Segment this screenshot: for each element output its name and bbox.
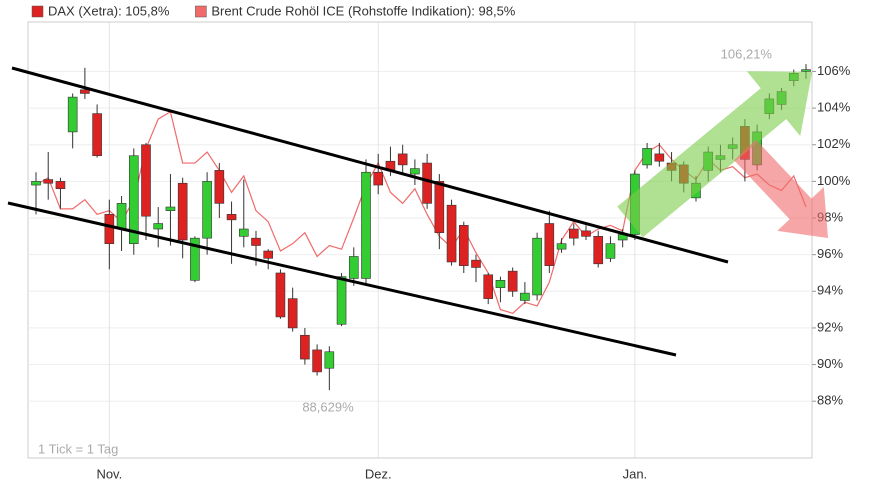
y-tick-label: 102% xyxy=(817,136,851,151)
candle-body xyxy=(605,243,616,259)
candle-body xyxy=(410,168,420,175)
candle-body xyxy=(801,69,811,72)
candle-body xyxy=(422,162,432,204)
trend-line xyxy=(7,201,677,357)
legend-label: Brent Crude Rohöl ICE (Rohstoffe Indikat… xyxy=(211,3,515,18)
legend-label: DAX (Xetra): 105,8% xyxy=(48,3,170,18)
candle-body xyxy=(226,214,237,221)
candle-body xyxy=(92,113,102,157)
x-tick-label: Jan. xyxy=(623,466,648,481)
y-tick-label: 100% xyxy=(817,173,851,188)
candle-body xyxy=(190,237,200,281)
legend-swatch xyxy=(195,5,207,18)
candle-body xyxy=(275,272,286,318)
candle-body xyxy=(300,334,310,360)
up-arrow xyxy=(617,71,813,238)
x-tick-label: Dez. xyxy=(365,466,392,481)
y-tick-label: 94% xyxy=(817,283,843,298)
candle-body xyxy=(348,256,359,279)
candle-body xyxy=(80,89,90,94)
candle-body xyxy=(31,181,41,186)
y-tick-label: 88% xyxy=(817,393,843,408)
candle-body xyxy=(104,214,115,244)
y-tick-label: 104% xyxy=(817,100,851,115)
candle-body xyxy=(128,155,139,244)
legend-swatch xyxy=(31,5,44,18)
candle-body xyxy=(263,250,274,259)
candle-body xyxy=(55,181,66,190)
down-arrow xyxy=(734,139,828,239)
candle-body xyxy=(312,349,322,373)
candle-body xyxy=(67,96,78,133)
candle-body xyxy=(642,148,652,166)
annotation: 88,629% xyxy=(302,399,354,414)
y-tick-label: 96% xyxy=(817,246,843,261)
candle-body xyxy=(520,292,530,301)
candle-body xyxy=(471,259,481,268)
candle-body xyxy=(116,203,127,230)
candle-body xyxy=(483,274,494,299)
candle-body xyxy=(397,153,408,166)
candle-body xyxy=(581,230,591,237)
x-tick-label: Nov. xyxy=(96,466,122,481)
candle-body xyxy=(593,236,604,265)
candle-body xyxy=(532,237,542,296)
candle-body xyxy=(177,182,188,241)
candle-body xyxy=(373,171,384,186)
candle-body xyxy=(141,144,151,217)
candle-body xyxy=(251,237,261,246)
candle-body xyxy=(507,270,518,292)
candle-body xyxy=(43,179,54,184)
candle-body xyxy=(324,351,335,369)
candle-body xyxy=(238,228,249,237)
candle-body xyxy=(361,171,371,279)
annotation: 1 Tick = 1 Tag xyxy=(38,441,118,456)
trend-line xyxy=(11,66,729,264)
y-tick-label: 92% xyxy=(817,319,843,334)
candle-body xyxy=(214,170,225,204)
candle-body xyxy=(202,181,212,239)
candle-body xyxy=(556,243,567,250)
y-tick-label: 106% xyxy=(817,63,851,78)
candle-body xyxy=(287,298,298,329)
candle-body xyxy=(446,204,457,263)
candle-body xyxy=(495,280,506,288)
candle-body xyxy=(336,276,347,325)
candle-body xyxy=(434,181,445,233)
y-tick-label: 90% xyxy=(817,356,843,371)
candle-body xyxy=(165,206,176,211)
candle-body xyxy=(568,228,579,239)
candle-body xyxy=(153,223,164,230)
annotation: 106,21% xyxy=(721,46,773,61)
candle-body xyxy=(458,225,469,266)
candle-body xyxy=(544,223,555,266)
candle-body xyxy=(654,153,665,162)
